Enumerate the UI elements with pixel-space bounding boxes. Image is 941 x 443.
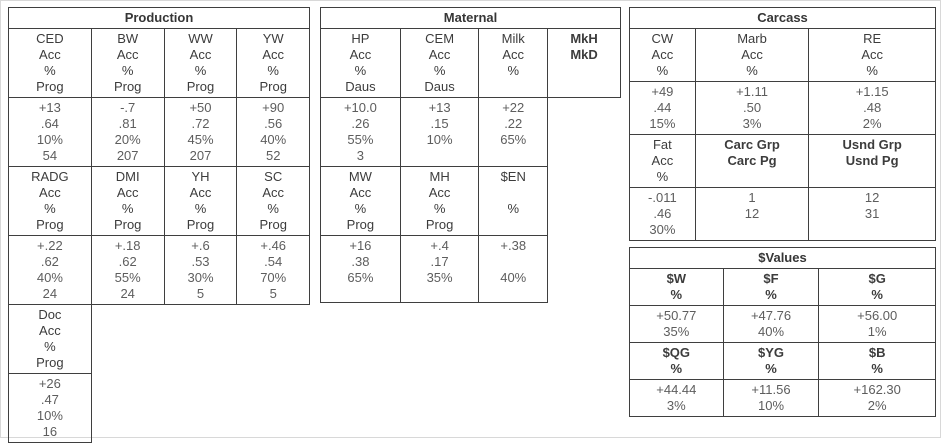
marb-header-cell: Marb Acc % xyxy=(694,28,810,82)
usnd-grp-header-cell: Usnd Grp Usnd Pg xyxy=(808,134,936,188)
en-header-cell: $EN % xyxy=(478,166,549,236)
ced-header-cell: CED Acc % Prog xyxy=(8,28,92,98)
hp-header-cell: HP Acc % Daus xyxy=(320,28,401,98)
cem-value-cell: +13 .15 10% xyxy=(399,97,480,167)
dmi-value-cell: +.18 .62 55% 24 xyxy=(90,235,165,305)
mkh-mkd-header-cell: MkH MkD xyxy=(547,28,621,98)
mw-value-cell: +16 .38 65% xyxy=(320,235,401,303)
empty-area xyxy=(91,305,309,374)
sc-value-cell: +.46 .54 70% 5 xyxy=(236,235,310,305)
dollar-yg-value-cell: +11.56 10% xyxy=(722,379,820,417)
empty-area xyxy=(91,374,309,443)
cw-value-cell: +49 .44 15% xyxy=(629,81,696,135)
usnd-grp-value-cell: 12 31 xyxy=(808,187,936,241)
milk-header-cell: Milk Acc % xyxy=(478,28,549,98)
hp-value-cell: +10.0 .26 55% 3 xyxy=(320,97,401,167)
dmi-header-cell: DMI Acc % Prog xyxy=(90,166,165,236)
mh-header-cell: MH Acc % Prog xyxy=(399,166,480,236)
empty-area xyxy=(548,167,621,236)
dollar-f-value-cell: +47.76 40% xyxy=(722,305,820,343)
milk-value-cell: +22 .22 65% xyxy=(478,97,549,167)
carcass-section-title: Carcass xyxy=(629,7,936,29)
mh-value-cell: +.4 .17 35% xyxy=(399,235,480,303)
doc-header-cell: Doc Acc % Prog xyxy=(8,304,92,374)
yw-value-cell: +90 .56 40% 52 xyxy=(236,97,310,167)
dollar-values-section-title: $Values xyxy=(629,247,936,269)
re-value-cell: +1.15 .48 2% xyxy=(808,81,936,135)
radg-header-cell: RADG Acc % Prog xyxy=(8,166,92,236)
yh-header-cell: YH Acc % Prog xyxy=(163,166,238,236)
cw-header-cell: CW Acc % xyxy=(629,28,696,82)
cem-header-cell: CEM Acc % Daus xyxy=(399,28,480,98)
dollar-g-header-cell: $G % xyxy=(818,268,936,306)
sc-header-cell: SC Acc % Prog xyxy=(236,166,310,236)
production-section-title: Production xyxy=(8,7,310,29)
ced-value-cell: +13 .64 10% 54 xyxy=(8,97,92,167)
dollar-f-header-cell: $F % xyxy=(722,268,820,306)
dollar-yg-header-cell: $YG % xyxy=(722,342,820,380)
doc-value-cell: +26 .47 10% 16 xyxy=(8,373,92,443)
ww-header-cell: WW Acc % Prog xyxy=(163,28,238,98)
yh-value-cell: +.6 .53 30% 5 xyxy=(163,235,238,305)
dollar-values-table: $Values $W % $F % $G % +50.77 35% +47.76… xyxy=(629,247,936,417)
ww-value-cell: +50 .72 45% 207 xyxy=(163,97,238,167)
dollar-qg-header-cell: $QG % xyxy=(629,342,724,380)
bw-header-cell: BW Acc % Prog xyxy=(90,28,165,98)
dollar-b-value-cell: +162.30 2% xyxy=(818,379,936,417)
re-header-cell: RE Acc % xyxy=(808,28,936,82)
bw-value-cell: -.7 .81 20% 207 xyxy=(90,97,165,167)
empty-area xyxy=(548,236,621,303)
dollar-b-header-cell: $B % xyxy=(818,342,936,380)
dollar-w-header-cell: $W % xyxy=(629,268,724,306)
carcass-table: Carcass CW Acc % Marb Acc % RE Acc % +49… xyxy=(629,7,936,241)
maternal-table: Maternal HP Acc % Daus CEM Acc % Daus Mi… xyxy=(320,7,621,303)
mw-header-cell: MW Acc % Prog xyxy=(320,166,401,236)
dollar-w-value-cell: +50.77 35% xyxy=(629,305,724,343)
carc-grp-header-cell: Carc Grp Carc Pg xyxy=(694,134,810,188)
carc-grp-value-cell: 1 12 xyxy=(694,187,810,241)
production-table: Production CED Acc % Prog BW Acc % Prog … xyxy=(8,7,310,443)
radg-value-cell: +.22 .62 40% 24 xyxy=(8,235,92,305)
maternal-section-title: Maternal xyxy=(320,7,621,29)
marb-value-cell: +1.11 .50 3% xyxy=(694,81,810,135)
dollar-qg-value-cell: +44.44 3% xyxy=(629,379,724,417)
yw-header-cell: YW Acc % Prog xyxy=(236,28,310,98)
empty-area xyxy=(548,98,621,167)
fat-value-cell: -.011 .46 30% xyxy=(629,187,696,241)
fat-header-cell: Fat Acc % xyxy=(629,134,696,188)
dollar-g-value-cell: +56.00 1% xyxy=(818,305,936,343)
en-value-cell: +.38 40% xyxy=(478,235,549,303)
